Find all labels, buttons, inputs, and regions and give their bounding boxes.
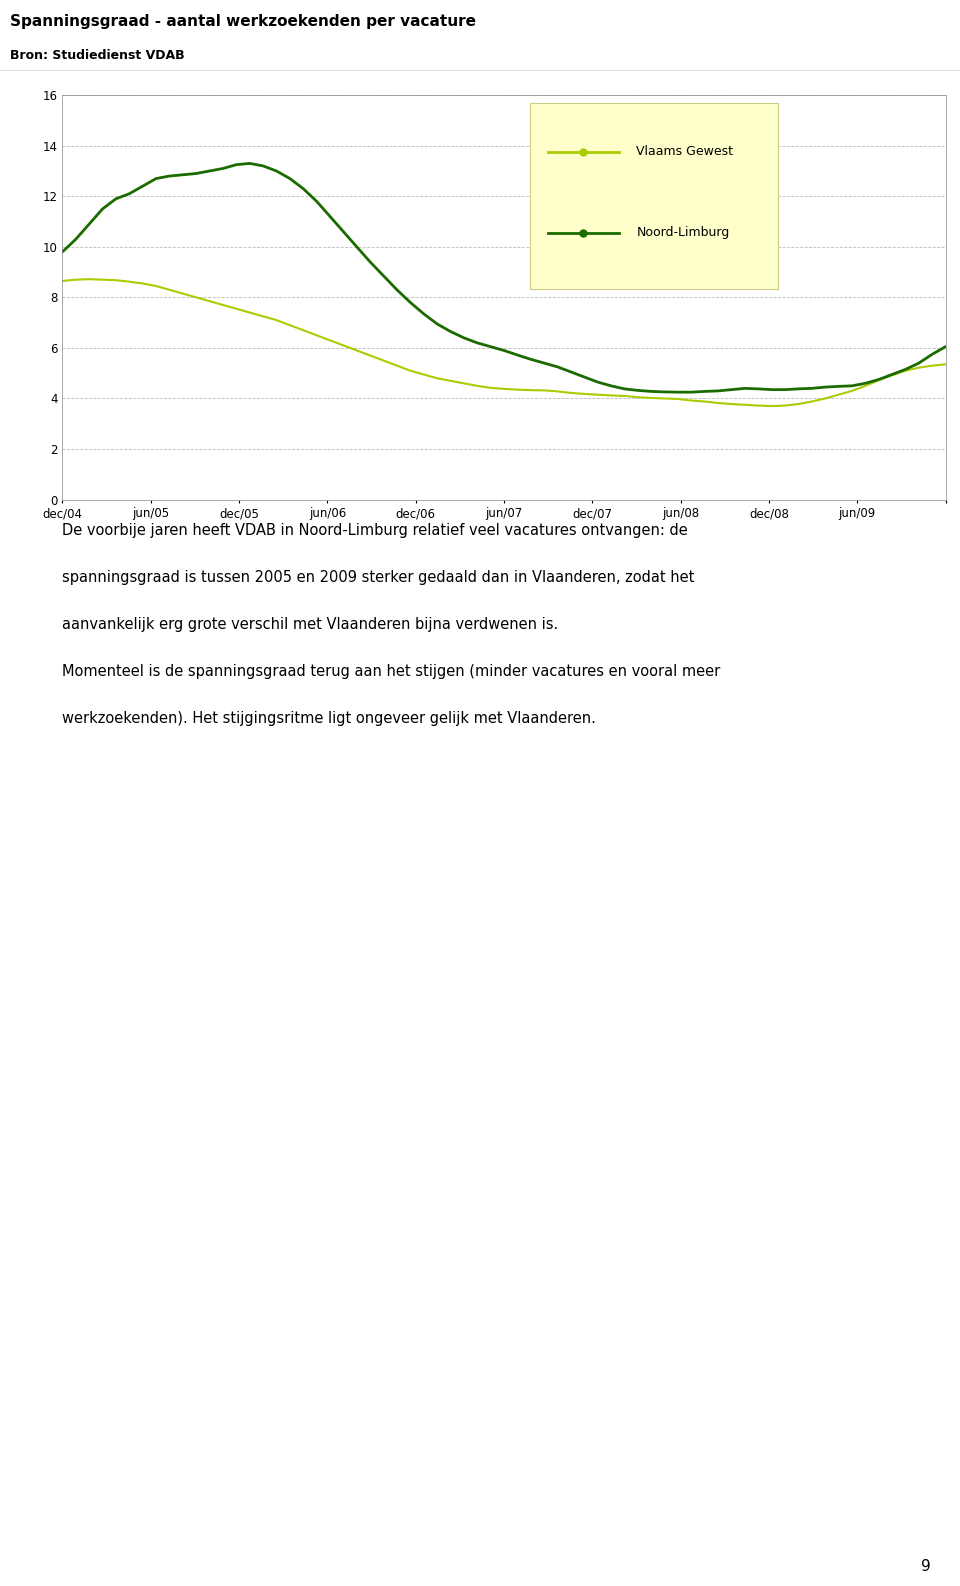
Text: spanningsgraad is tussen 2005 en 2009 sterker gedaald dan in Vlaanderen, zodat h: spanningsgraad is tussen 2005 en 2009 st… [62,571,695,585]
Text: Spanningsgraad - aantal werkzoekenden per vacature: Spanningsgraad - aantal werkzoekenden pe… [10,14,475,29]
Text: werkzoekenden). Het stijgingsritme ligt ongeveer gelijk met Vlaanderen.: werkzoekenden). Het stijgingsritme ligt … [62,711,596,726]
Text: Momenteel is de spanningsgraad terug aan het stijgen (minder vacatures en vooral: Momenteel is de spanningsgraad terug aan… [62,665,721,679]
Text: De voorbije jaren heeft VDAB in Noord-Limburg relatief veel vacatures ontvangen:: De voorbije jaren heeft VDAB in Noord-Li… [62,523,688,538]
Text: Noord-Limburg: Noord-Limburg [636,227,730,239]
Text: Bron: Studiedienst VDAB: Bron: Studiedienst VDAB [10,49,184,62]
Text: Vlaams Gewest: Vlaams Gewest [636,146,733,159]
FancyBboxPatch shape [531,103,778,289]
Text: aanvankelijk erg grote verschil met Vlaanderen bijna verdwenen is.: aanvankelijk erg grote verschil met Vlaa… [62,617,559,633]
Text: 9: 9 [922,1559,931,1573]
